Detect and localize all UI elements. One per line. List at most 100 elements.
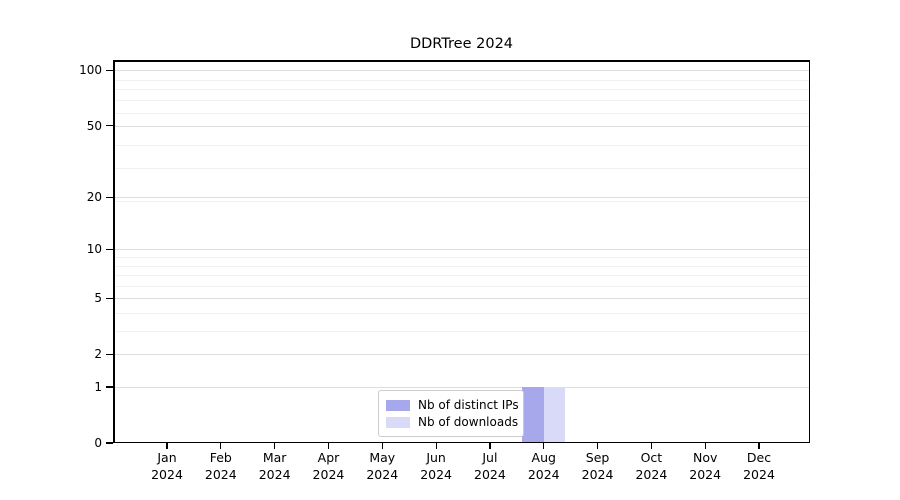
x-tick-mark (327, 443, 330, 449)
y-tick-mark (106, 69, 113, 72)
major-gridline (113, 298, 810, 300)
major-gridline (113, 125, 810, 127)
x-tick-label: Sep 2024 (570, 450, 626, 483)
x-tick-month: Aug (531, 450, 556, 465)
legend-swatch-distinct-ips (386, 399, 410, 411)
x-tick-mark (435, 443, 437, 449)
minor-gridline (113, 201, 810, 203)
minor-gridline (113, 112, 810, 114)
y-tick-mark (106, 196, 113, 198)
x-tick-month: Jan (157, 450, 177, 465)
x-tick-mark (489, 443, 491, 449)
minor-gridline (113, 168, 810, 170)
x-tick-month: Nov (692, 450, 718, 465)
x-tick-label: May 2024 (354, 450, 410, 483)
x-tick-year: 2024 (743, 466, 775, 482)
bottom-spine (113, 441, 810, 443)
x-tick-month: Apr (317, 450, 340, 465)
legend-label: Nb of downloads (418, 415, 519, 429)
y-tick-mark (106, 386, 113, 388)
minor-gridline (113, 275, 810, 277)
x-tick-month: Feb (209, 450, 232, 465)
minor-gridline (113, 79, 810, 81)
y-tick-mark (106, 125, 113, 127)
x-tick-label: Jun 2024 (408, 450, 464, 483)
x-tick-label: Oct 2024 (623, 450, 679, 483)
x-tick-year: 2024 (151, 466, 183, 482)
x-tick-month: Jul (482, 450, 498, 465)
minor-gridline (113, 257, 810, 259)
x-tick-mark (166, 443, 168, 449)
x-tick-year: 2024 (689, 466, 722, 482)
bar-distinct-ips (522, 387, 544, 442)
y-tick-mark (106, 297, 113, 299)
major-gridline (113, 70, 810, 72)
minor-gridline (113, 100, 810, 102)
minor-gridline (113, 265, 810, 267)
x-tick-year: 2024 (635, 466, 668, 482)
major-gridline (113, 249, 810, 251)
y-tick-label: 5 (94, 291, 102, 306)
y-tick-label: 1 (94, 380, 102, 395)
y-tick-label: 20 (86, 190, 102, 205)
x-tick-mark (220, 443, 222, 449)
right-spine (808, 60, 810, 443)
x-tick-mark (650, 443, 652, 449)
x-tick-year: 2024 (474, 466, 506, 482)
x-tick-label: Feb 2024 (193, 450, 249, 483)
x-tick-label: Nov 2024 (677, 450, 733, 483)
bar-downloads (543, 387, 566, 442)
legend: Nb of distinct IPs Nb of downloads (378, 390, 524, 437)
y-tick-label: 0 (94, 436, 102, 450)
top-spine (113, 60, 810, 62)
major-gridline (113, 354, 810, 356)
legend-row: Nb of distinct IPs (386, 398, 519, 412)
x-tick-label: Aug 2024 (516, 450, 572, 483)
x-tick-label: Apr 2024 (300, 450, 356, 483)
x-tick-mark (596, 443, 599, 449)
x-tick-mark (758, 443, 760, 449)
x-tick-year: 2024 (527, 466, 560, 482)
x-tick-year: 2024 (420, 466, 452, 482)
x-tick-label: Jan 2024 (139, 450, 195, 483)
x-tick-mark (274, 443, 276, 449)
y-tick-label: 50 (86, 118, 102, 133)
x-tick-month: Sep (585, 450, 610, 465)
y-tick-mark (106, 442, 113, 444)
x-tick-year: 2024 (366, 466, 399, 482)
x-tick-label: Dec 2024 (731, 450, 787, 483)
minor-gridline (113, 145, 810, 147)
left-spine (113, 60, 115, 443)
minor-gridline (113, 331, 810, 333)
legend-row: Nb of downloads (386, 415, 519, 429)
y-tick-label: 100 (79, 63, 102, 78)
x-tick-month: Jun (426, 450, 446, 465)
y-tick-label: 10 (86, 242, 102, 257)
minor-gridline (113, 89, 810, 91)
x-tick-label: Jul 2024 (462, 450, 518, 483)
plot-area (113, 60, 810, 443)
major-gridline (113, 197, 810, 199)
x-tick-month: Mar (262, 450, 287, 465)
legend-label: Nb of distinct IPs (418, 398, 519, 412)
y-tick-mark (106, 248, 113, 251)
minor-gridline (113, 313, 810, 315)
x-tick-year: 2024 (258, 466, 291, 482)
x-tick-month: Oct (640, 450, 663, 465)
x-tick-year: 2024 (312, 466, 345, 482)
x-tick-mark (381, 443, 383, 449)
major-gridline (113, 387, 810, 389)
y-tick-mark (106, 353, 113, 355)
chart-title: DDRTree 2024 (409, 36, 514, 52)
legend-swatch-downloads (386, 416, 410, 428)
x-tick-label: Mar 2024 (247, 450, 303, 483)
x-tick-month: May (369, 450, 396, 465)
x-tick-year: 2024 (581, 466, 614, 482)
x-tick-month: Dec (746, 450, 772, 465)
minor-gridline (113, 285, 810, 287)
x-tick-mark (543, 443, 545, 449)
x-tick-mark (704, 443, 706, 449)
x-tick-year: 2024 (204, 466, 237, 482)
y-tick-label: 2 (94, 347, 102, 362)
